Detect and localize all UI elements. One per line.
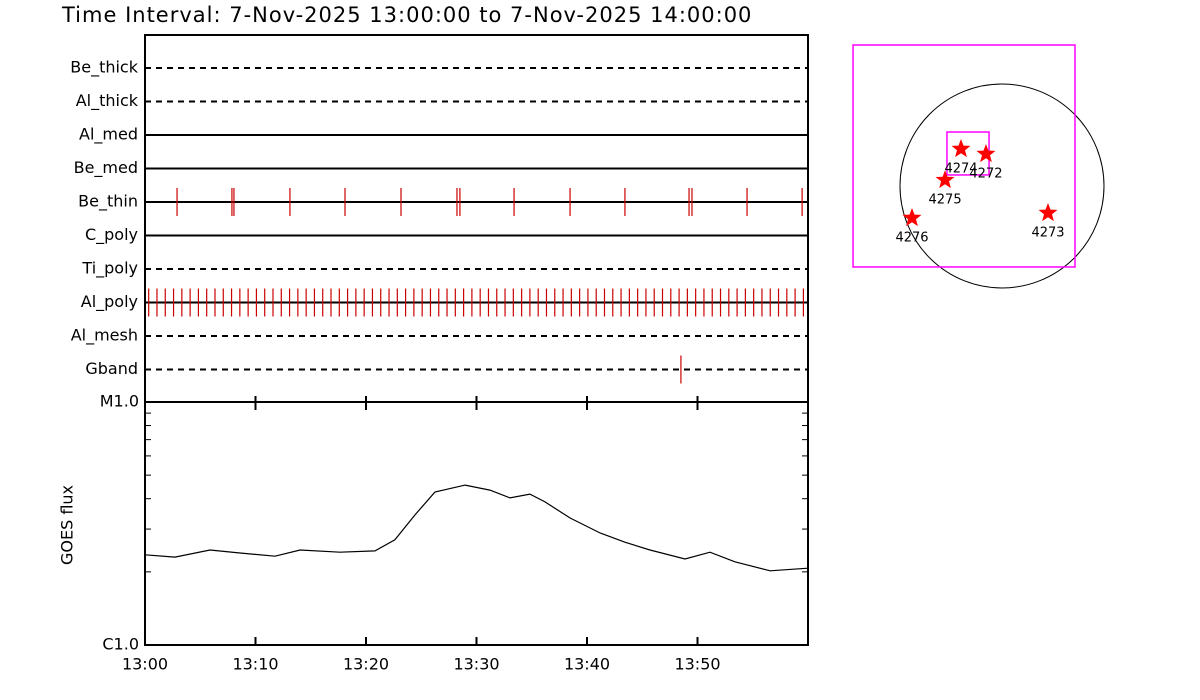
filter-label: Al_poly xyxy=(81,292,138,312)
chart-title: Time Interval: 7-Nov-2025 13:00:00 to 7-… xyxy=(61,3,752,27)
region-marker xyxy=(976,144,996,163)
y-axis-label: GOES flux xyxy=(58,485,77,565)
x-tick-label: 13:10 xyxy=(232,655,278,674)
region-label: 4272 xyxy=(969,167,1002,182)
x-tick-label: 13:40 xyxy=(564,655,610,674)
filter-label: Al_med xyxy=(79,125,138,145)
goes-panel-frame xyxy=(144,401,809,646)
region-marker xyxy=(902,208,922,227)
region-label: 4275 xyxy=(929,193,962,208)
goes-curve xyxy=(144,484,809,572)
filter-label: C_poly xyxy=(85,225,138,245)
x-tick-label: 13:50 xyxy=(674,655,720,674)
field-of-view xyxy=(852,44,1076,268)
filter-label: Al_mesh xyxy=(71,326,138,346)
filter-label: Be_med xyxy=(74,158,138,178)
x-tick-label: 13:20 xyxy=(343,655,389,674)
filter-label: Be_thin xyxy=(78,192,138,212)
region-label: 4276 xyxy=(895,230,928,245)
filter-label: Ti_poly xyxy=(81,259,138,279)
region-marker xyxy=(951,139,971,158)
filter-label: Be_thick xyxy=(70,58,138,78)
region-marker xyxy=(935,170,955,189)
x-tick-label: 13:30 xyxy=(453,655,499,674)
y-tick-label: C1.0 xyxy=(102,635,139,654)
x-tick-label: 13:00 xyxy=(122,655,168,674)
filter-panel-frame xyxy=(144,34,809,403)
region-label: 4274 xyxy=(944,162,977,177)
y-tick-label: M1.0 xyxy=(100,392,139,411)
filter-label: Al_thick xyxy=(76,91,139,111)
region-label: 4273 xyxy=(1031,225,1064,240)
solar-limb xyxy=(899,83,1105,289)
filter-label: Gband xyxy=(85,359,138,378)
region-marker xyxy=(1038,203,1058,222)
